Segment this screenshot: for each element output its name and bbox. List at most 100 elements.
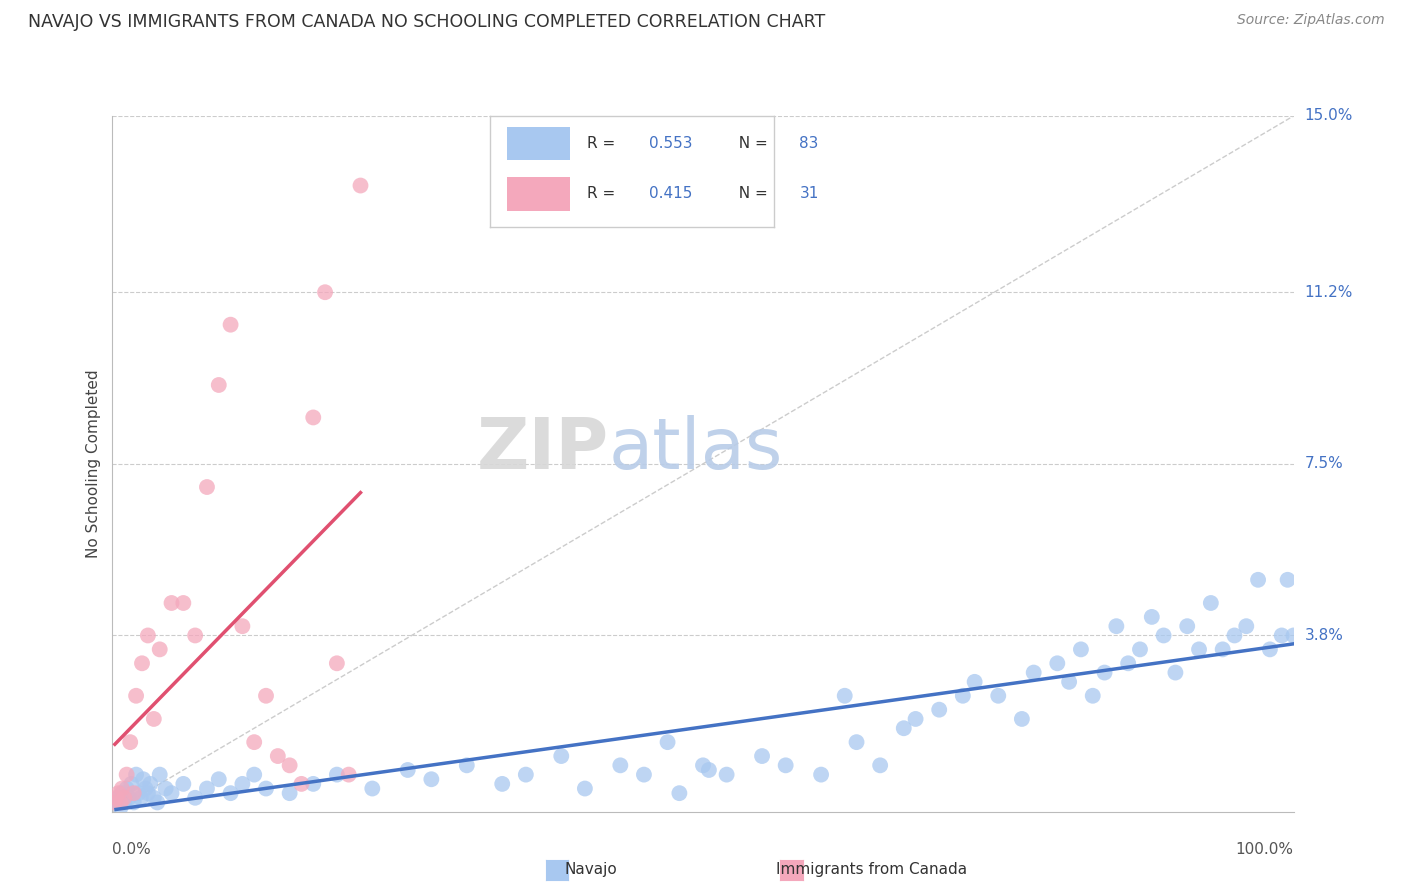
Text: R =: R = xyxy=(586,136,620,152)
Point xyxy=(184,628,207,642)
Point xyxy=(1282,628,1305,642)
Point xyxy=(302,410,325,425)
Point xyxy=(1011,712,1033,726)
Point xyxy=(184,790,207,805)
Point xyxy=(845,735,868,749)
Point xyxy=(195,480,218,494)
Point xyxy=(146,796,169,810)
Point xyxy=(111,781,134,796)
Point xyxy=(1277,573,1299,587)
Point xyxy=(111,786,134,800)
Point xyxy=(1164,665,1187,680)
Point xyxy=(112,796,135,810)
Point xyxy=(155,781,177,796)
Point xyxy=(1105,619,1128,633)
Point xyxy=(928,703,950,717)
Point xyxy=(869,758,891,772)
Point xyxy=(1094,665,1116,680)
Text: 83: 83 xyxy=(800,136,818,152)
Point xyxy=(115,781,138,796)
Point xyxy=(515,767,537,781)
Point xyxy=(302,777,325,791)
Point xyxy=(751,749,773,764)
Text: N =: N = xyxy=(728,186,772,202)
Point xyxy=(550,749,572,764)
Point xyxy=(110,800,132,814)
Point xyxy=(893,721,915,735)
Point xyxy=(231,619,253,633)
Point xyxy=(834,689,856,703)
Point xyxy=(139,777,162,791)
Point xyxy=(1140,610,1163,624)
Point xyxy=(149,642,172,657)
Point xyxy=(609,758,631,772)
Bar xyxy=(508,127,569,161)
Text: ZIP: ZIP xyxy=(477,416,609,484)
Text: R =: R = xyxy=(586,186,620,202)
Text: Navajo: Navajo xyxy=(564,863,617,877)
Point xyxy=(278,786,301,800)
Point xyxy=(120,735,142,749)
Point xyxy=(1271,628,1294,642)
Text: 100.0%: 100.0% xyxy=(1236,842,1294,857)
Point xyxy=(349,178,371,193)
Point xyxy=(1188,642,1211,657)
Point xyxy=(131,657,153,671)
Text: Source: ZipAtlas.com: Source: ZipAtlas.com xyxy=(1237,13,1385,28)
Point xyxy=(172,777,194,791)
Text: 0.553: 0.553 xyxy=(650,136,693,152)
Point xyxy=(952,689,974,703)
Point xyxy=(231,777,253,791)
Point xyxy=(1212,642,1234,657)
Point xyxy=(574,781,596,796)
Point xyxy=(110,796,132,810)
Text: 0.415: 0.415 xyxy=(650,186,693,202)
Text: atlas: atlas xyxy=(609,416,783,484)
Point xyxy=(1046,657,1069,671)
Point xyxy=(963,674,986,689)
Point xyxy=(125,767,148,781)
Point xyxy=(491,777,513,791)
Point xyxy=(456,758,478,772)
Point xyxy=(254,689,277,703)
Text: 3.8%: 3.8% xyxy=(1305,628,1344,643)
Point xyxy=(243,767,266,781)
Point xyxy=(105,796,128,810)
Point xyxy=(810,767,832,781)
Point xyxy=(208,772,231,787)
Point xyxy=(1153,628,1175,642)
Point xyxy=(633,767,655,781)
Point xyxy=(149,767,172,781)
Point xyxy=(267,749,290,764)
Point xyxy=(135,781,157,796)
Point xyxy=(254,781,277,796)
Point xyxy=(142,790,165,805)
Point xyxy=(668,786,690,800)
Point xyxy=(326,657,349,671)
Point xyxy=(1175,619,1198,633)
Point xyxy=(1234,619,1257,633)
Point xyxy=(118,790,141,805)
Text: 31: 31 xyxy=(800,186,818,202)
Point xyxy=(219,786,242,800)
Point xyxy=(122,786,145,800)
Point xyxy=(1247,573,1270,587)
Y-axis label: No Schooling Completed: No Schooling Completed xyxy=(86,369,101,558)
Point xyxy=(243,735,266,749)
Bar xyxy=(508,178,569,211)
Point xyxy=(105,790,128,805)
Text: Immigrants from Canada: Immigrants from Canada xyxy=(776,863,967,877)
Point xyxy=(987,689,1010,703)
Point xyxy=(396,763,419,777)
Point xyxy=(125,689,148,703)
Point xyxy=(1258,642,1281,657)
Point xyxy=(1022,665,1045,680)
Point xyxy=(136,628,159,642)
Point xyxy=(420,772,443,787)
Point xyxy=(172,596,194,610)
Point xyxy=(115,767,138,781)
Point xyxy=(657,735,679,749)
Point xyxy=(1070,642,1092,657)
Point xyxy=(107,790,129,805)
Point xyxy=(136,786,159,800)
